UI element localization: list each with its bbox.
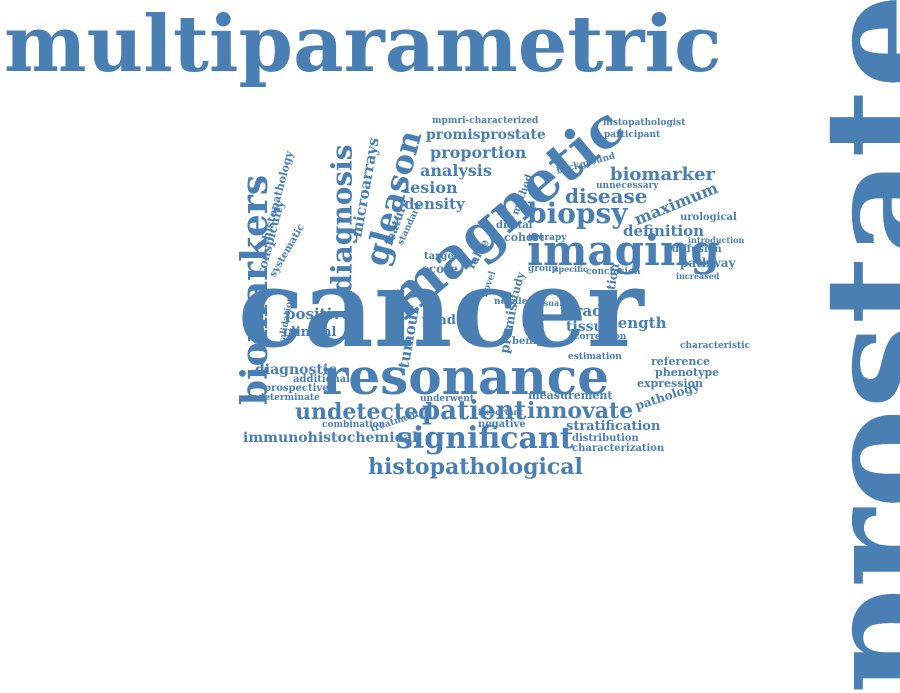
word-conclusion: conclusion [586,267,641,277]
word-participant: participant [604,130,661,140]
word-biomarker: biomarker [610,164,716,185]
word-cancer: cancer [238,246,644,372]
word-therapy: therapy [528,233,567,243]
word-unnecessary: unnecessary [596,181,659,191]
word-correction: correction [574,332,627,342]
word-characterization: characterization [572,443,665,454]
word-measurement: measurement [528,389,613,402]
word-mpmri-characterized: mpmri-characterized [432,116,539,126]
word-multiparametric: multiparametric [4,0,722,90]
word-histopathological: histopathological [368,454,583,480]
word-psad: psad [422,313,456,328]
word-urological: urological [680,212,737,223]
word-histopathologist: histopathologist [603,118,686,128]
word-prospective: prospective [264,383,329,394]
word-distribution: distribution [572,433,639,444]
word-positive: positive [285,305,351,323]
word-characteristic: characteristic [680,341,751,351]
word-stratification: stratification [566,419,661,434]
word-indeterminate: indeterminate [248,393,320,403]
word-lesion: lesion [404,178,458,197]
word-target: target [424,251,459,262]
word-innovate: innovate [527,398,634,424]
word-phenotype: phenotype [655,366,720,379]
word-important: important [478,407,524,417]
word-visual: visual [536,298,563,308]
word-combination: combination [322,420,386,430]
word-increased: increased [676,271,720,281]
word-group: group [528,264,558,274]
word-imaging: imaging [527,226,720,275]
word-undetected: undetected [295,399,434,425]
word-specific: specific [554,264,588,274]
word-biopsy: biopsy [527,197,628,230]
word-resonance: resonance [322,347,610,406]
word-proportion: proportion [430,143,527,162]
word-tissue: tissue [566,319,613,335]
word-density: density [404,195,465,213]
word-diffusion: diffusion [672,244,722,255]
word-grade: grade [564,302,613,320]
word-pathway: pathway [680,256,736,270]
word-estimation: estimation [568,352,622,362]
word-cloud: multiparametric prostate cancer resonanc… [4,0,900,693]
word-benign: benign [512,336,551,347]
word-expression: expression [637,377,703,390]
word-additional: additional [293,374,350,385]
word-introduction: introduction [688,235,745,245]
word-significant: significant [396,421,574,456]
word-definition: definition [623,222,705,240]
word-diagnostic: diagnostic [255,362,337,378]
word-reference: reference [651,355,711,368]
word-disease: disease [565,184,648,208]
word-score: score [422,262,459,276]
word-needle: needle [494,297,528,307]
word-patient: patient [422,396,527,426]
word-clinical: clinical [283,325,337,340]
word-cohort: cohort [504,231,545,244]
word-analysis: analysis [420,161,492,180]
word-promisprostate: promisprostate [426,127,546,143]
word-prostate: prostate [791,0,900,693]
word-negative: negative [478,419,526,430]
word-underwent: underwent [420,394,475,404]
word-immunohistochemical: immunohistochemical [243,430,418,446]
word-length: length [612,314,667,332]
word-digital: digital [496,220,533,231]
